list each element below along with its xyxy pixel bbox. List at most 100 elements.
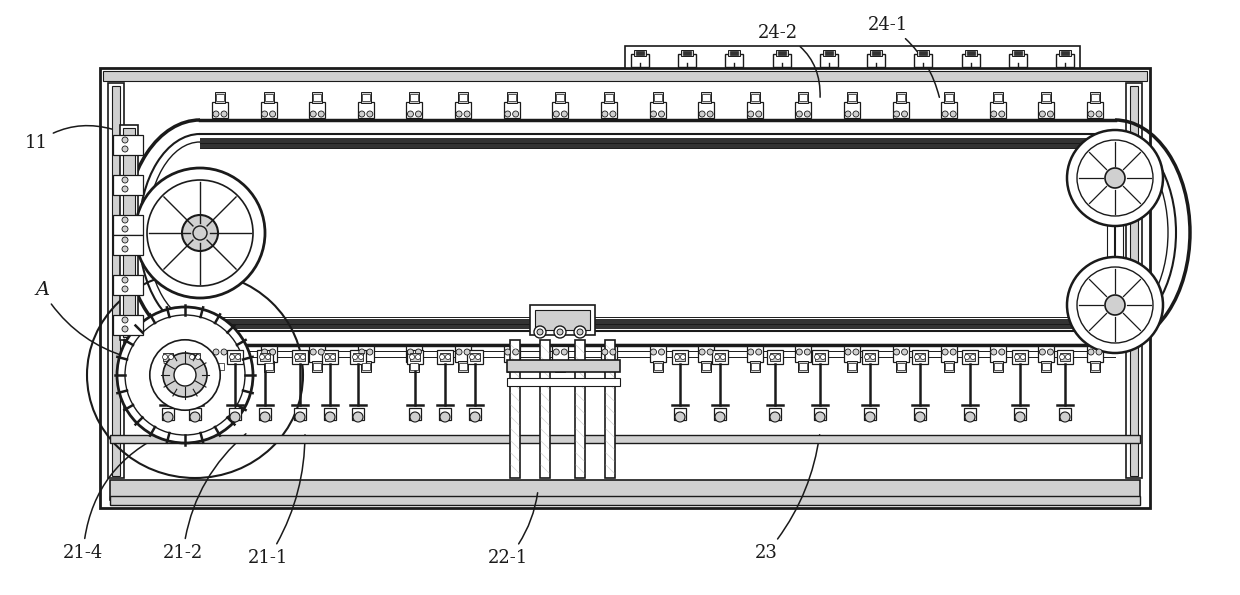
- Circle shape: [122, 286, 128, 292]
- Bar: [730, 51, 739, 55]
- Circle shape: [122, 226, 128, 232]
- Circle shape: [464, 111, 470, 117]
- Bar: [672, 350, 688, 364]
- Circle shape: [122, 186, 128, 192]
- Bar: [1014, 51, 1022, 55]
- Circle shape: [475, 355, 481, 359]
- Bar: [870, 50, 882, 56]
- Circle shape: [122, 177, 128, 183]
- Bar: [702, 363, 711, 370]
- Circle shape: [610, 111, 616, 117]
- Bar: [945, 94, 954, 101]
- Bar: [309, 346, 325, 362]
- Bar: [1090, 361, 1100, 372]
- Bar: [867, 54, 885, 67]
- Circle shape: [537, 329, 543, 335]
- Bar: [795, 102, 811, 118]
- Bar: [458, 92, 467, 103]
- Bar: [897, 363, 904, 370]
- Bar: [410, 353, 420, 361]
- Circle shape: [221, 349, 227, 355]
- Bar: [1038, 346, 1054, 362]
- Bar: [605, 340, 615, 478]
- Circle shape: [755, 111, 761, 117]
- Circle shape: [174, 364, 196, 386]
- Circle shape: [1014, 355, 1019, 359]
- Circle shape: [122, 246, 128, 252]
- Circle shape: [439, 355, 444, 359]
- Text: 24-1: 24-1: [868, 16, 940, 98]
- Bar: [103, 71, 1147, 81]
- Circle shape: [901, 349, 908, 355]
- Bar: [470, 353, 480, 361]
- Bar: [552, 346, 568, 362]
- Bar: [552, 102, 568, 118]
- Circle shape: [770, 355, 775, 359]
- Bar: [750, 94, 759, 101]
- Circle shape: [213, 349, 219, 355]
- Bar: [113, 275, 143, 295]
- Bar: [322, 350, 339, 364]
- Circle shape: [269, 111, 275, 117]
- Circle shape: [512, 111, 518, 117]
- Bar: [848, 363, 856, 370]
- Circle shape: [150, 340, 221, 410]
- Circle shape: [675, 412, 684, 422]
- Bar: [259, 408, 272, 420]
- Bar: [634, 50, 646, 56]
- Circle shape: [796, 349, 802, 355]
- Bar: [866, 353, 875, 361]
- Bar: [601, 102, 616, 118]
- Circle shape: [815, 412, 825, 422]
- Circle shape: [601, 111, 608, 117]
- Bar: [800, 94, 807, 101]
- Bar: [216, 94, 224, 101]
- Bar: [966, 51, 975, 55]
- Bar: [823, 50, 835, 56]
- Bar: [777, 51, 786, 55]
- Bar: [605, 363, 613, 370]
- Circle shape: [1066, 130, 1163, 226]
- Bar: [862, 350, 878, 364]
- Bar: [941, 102, 957, 118]
- Bar: [650, 102, 666, 118]
- Circle shape: [1096, 111, 1102, 117]
- Bar: [455, 102, 471, 118]
- Circle shape: [408, 349, 413, 355]
- Bar: [212, 346, 228, 362]
- Bar: [825, 51, 833, 55]
- Circle shape: [554, 326, 565, 338]
- Circle shape: [358, 349, 365, 355]
- Bar: [813, 408, 826, 420]
- Circle shape: [755, 349, 761, 355]
- Circle shape: [553, 349, 559, 355]
- Text: 23: 23: [755, 435, 820, 562]
- Bar: [893, 346, 909, 362]
- Bar: [746, 102, 763, 118]
- Circle shape: [1065, 355, 1070, 359]
- Circle shape: [1060, 412, 1070, 422]
- Bar: [725, 54, 744, 67]
- Bar: [358, 346, 373, 362]
- Bar: [652, 361, 662, 372]
- Bar: [911, 350, 928, 364]
- Circle shape: [262, 111, 268, 117]
- Bar: [945, 363, 954, 370]
- Bar: [309, 102, 325, 118]
- Circle shape: [409, 355, 414, 359]
- Circle shape: [221, 111, 227, 117]
- Bar: [919, 51, 928, 55]
- Circle shape: [1078, 267, 1153, 343]
- Circle shape: [464, 349, 470, 355]
- Bar: [507, 378, 620, 386]
- Bar: [190, 353, 200, 361]
- Bar: [653, 94, 661, 101]
- Circle shape: [707, 349, 713, 355]
- Bar: [848, 94, 856, 101]
- Circle shape: [1087, 111, 1094, 117]
- Circle shape: [864, 355, 869, 359]
- Bar: [507, 363, 516, 370]
- Bar: [795, 346, 811, 362]
- Bar: [918, 50, 929, 56]
- Circle shape: [122, 217, 128, 223]
